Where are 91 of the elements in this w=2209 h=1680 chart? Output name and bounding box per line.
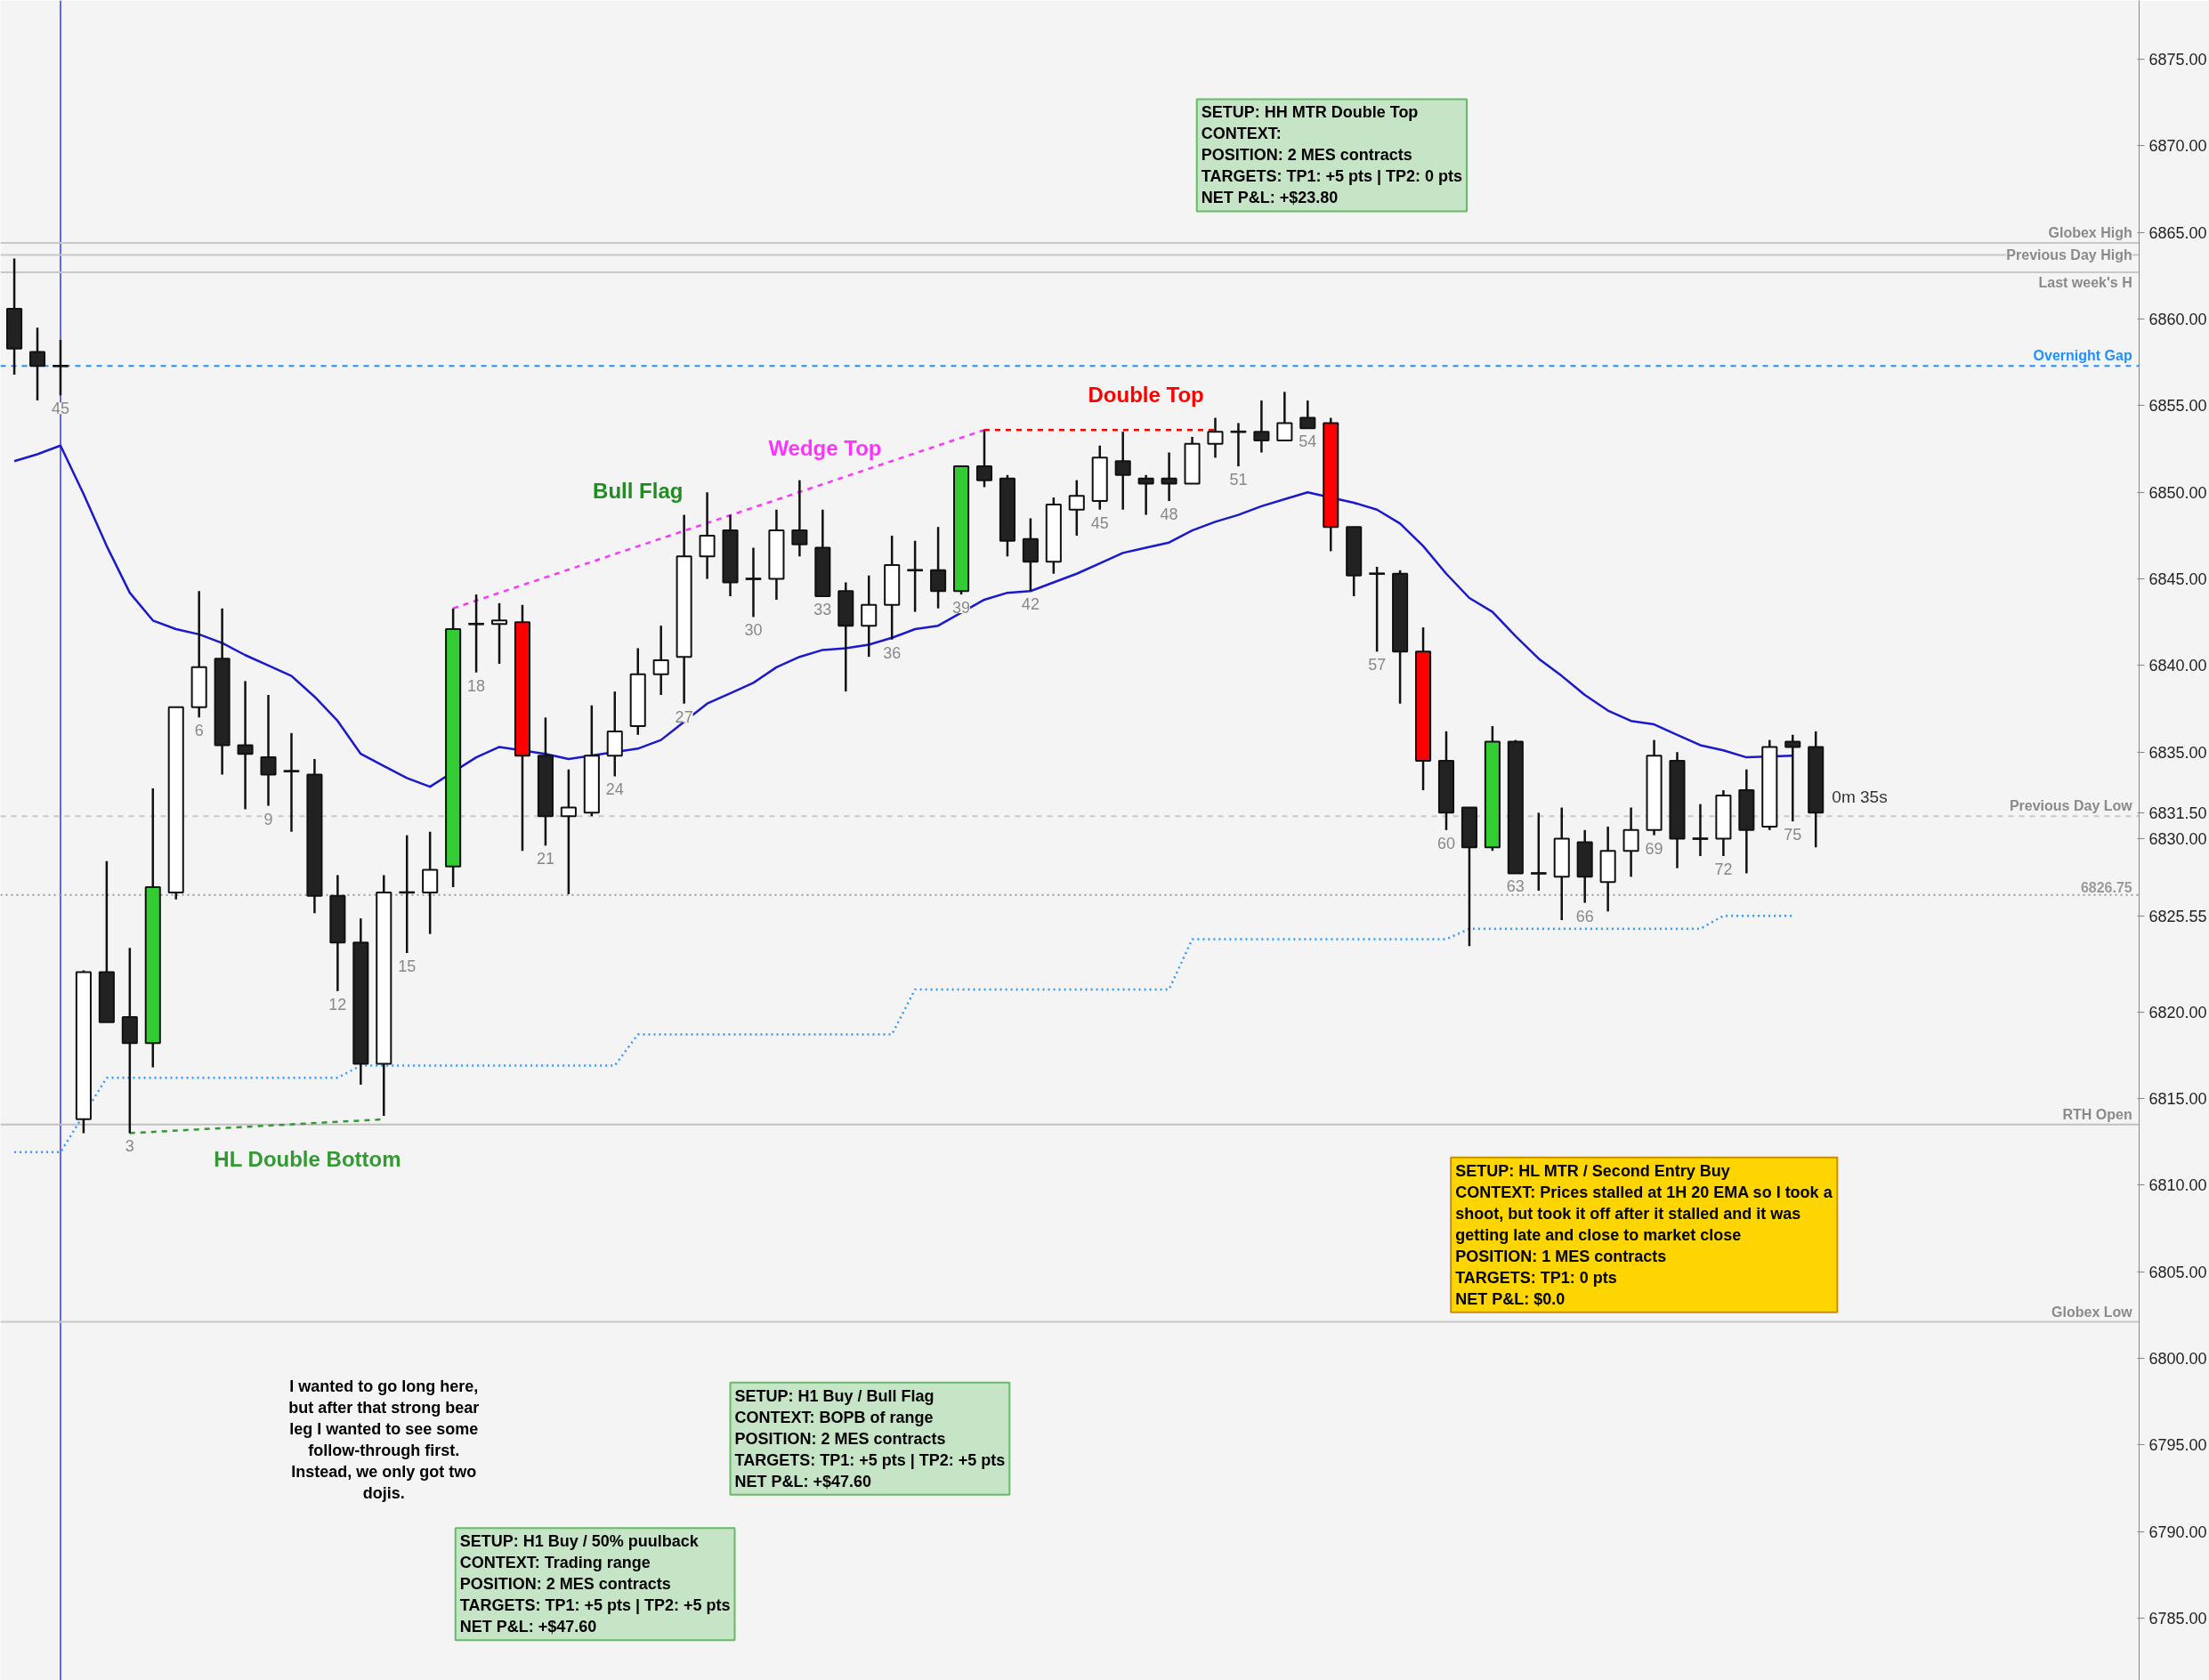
x-tick-label: 39 xyxy=(952,599,971,618)
y-tick-label: 6790.00 xyxy=(2148,1522,2207,1541)
candlestick xyxy=(282,731,301,834)
candlestick xyxy=(744,546,763,618)
x-tick-label: 15 xyxy=(398,957,417,976)
candlestick xyxy=(861,574,878,658)
annotation: SETUP: HL MTR / Second Entry Buy CONTEXT: Prices stalled at 1H 20 EMA so I took a shoot, but took it off after it stalled and it was getting late and close to market close POSITION: 1 MES contracts TARGETS: TP1: 0 pts NET P&L: $0.0 xyxy=(1455,1161,1833,1308)
candlestick xyxy=(1207,416,1224,459)
x-tick-label: 30 xyxy=(744,621,763,640)
candlestick xyxy=(1299,399,1316,430)
ref-line-label: Last week's H xyxy=(2038,275,2132,291)
candlestick xyxy=(1529,812,1548,892)
y-tick-label: 6870.00 xyxy=(2148,137,2207,156)
x-tick-label: 27 xyxy=(675,707,693,726)
x-tick-label: 54 xyxy=(1299,432,1317,451)
candlestick xyxy=(237,680,254,811)
y-tick-label: 6875.00 xyxy=(2148,51,2207,69)
x-tick-label: 42 xyxy=(1021,595,1040,614)
candlestick xyxy=(490,602,508,666)
candlestick xyxy=(652,624,669,697)
candlestick xyxy=(398,834,417,955)
y-tick-label: 6785.00 xyxy=(2148,1609,2207,1628)
y-tick-label: 6831.50 xyxy=(2148,804,2207,822)
ref-line-label: Globex Low xyxy=(2051,1304,2133,1320)
x-tick-label: 12 xyxy=(328,995,347,1014)
text: 0m 35s xyxy=(1832,788,1888,807)
y-tick-label: 6860.00 xyxy=(2148,311,2207,329)
candlestick xyxy=(1137,473,1154,516)
x-tick-label: 51 xyxy=(1229,471,1248,489)
x-tick-label: 18 xyxy=(467,676,486,695)
ref-line-label: RTH Open xyxy=(2062,1106,2132,1122)
candlestick xyxy=(1161,451,1177,503)
x-tick-label: 60 xyxy=(1436,834,1456,852)
x-tick-label: 63 xyxy=(1506,877,1525,896)
y-tick-label: 6830.00 xyxy=(2148,830,2207,849)
ref-line-label: Overnight Gap xyxy=(2033,348,2132,364)
x-tick-label: 9 xyxy=(263,810,273,828)
annotation: I wanted to go long here, but after that strong bear leg I wanted to see some follow-through first. Instead, we only got two dojis. xyxy=(288,1377,480,1502)
x-tick-label: 36 xyxy=(883,643,902,662)
candlestick xyxy=(1229,422,1248,468)
y-tick-label: 6815.00 xyxy=(2148,1090,2207,1109)
candlestick xyxy=(560,768,577,896)
series-label: Double Top xyxy=(1088,383,1204,408)
y-tick-label: 6845.00 xyxy=(2148,570,2207,589)
candlestick xyxy=(1253,399,1270,454)
y-tick-label: 6800.00 xyxy=(2148,1349,2207,1368)
x-tick-label: 75 xyxy=(1784,826,1802,844)
x-tick-label: 48 xyxy=(1160,505,1178,524)
x-tick-label: 66 xyxy=(1575,907,1594,925)
x-tick-label: 3 xyxy=(125,1137,134,1156)
annotation: SETUP: HH MTR Double Top CONTEXT: POSITION: 2 MES contracts TARGETS: TP1: +5 pts | TP2: 0 pts NET P&L: +$23.80 xyxy=(1201,103,1462,207)
candlestick xyxy=(930,525,947,610)
y-tick-label: 6855.00 xyxy=(2148,397,2207,416)
x-tick-label: 57 xyxy=(1368,656,1387,674)
ref-line-label: Previous Day High xyxy=(2006,247,2132,263)
y-tick-label: 6795.00 xyxy=(2148,1436,2207,1455)
y-tick-label: 6865.00 xyxy=(2148,223,2207,242)
series-label: Wedge Top xyxy=(768,436,882,461)
candlestick xyxy=(1068,479,1085,537)
y-tick-label: 6805.00 xyxy=(2148,1263,2207,1281)
candlestick xyxy=(1784,733,1801,823)
y-tick-label: 6810.00 xyxy=(2148,1176,2207,1195)
x-tick-label: 45 xyxy=(1090,513,1109,532)
ref-line-label: Previous Day Low xyxy=(2009,798,2133,814)
annotation: SETUP: H1 Buy / Bull Flag CONTEXT: BOPB of range POSITION: 2 MES contracts TARGETS: TP1: +5 pts | TP2: +5 pts NET P&L: +$47.60 xyxy=(734,1386,1006,1490)
candlestick xyxy=(28,327,46,402)
candlestick xyxy=(791,479,808,558)
ref-line-label: Globex High xyxy=(2048,224,2132,240)
candlestick xyxy=(1276,391,1293,442)
annotation: SETUP: H1 Buy / 50% puulback CONTEXT: Trading range POSITION: 2 MES contracts TARGETS: TP1: +5 pts | TP2: +5 pts NET P&L: +$47.60 xyxy=(459,1532,731,1636)
y-tick-label: 6840.00 xyxy=(2148,657,2207,675)
y-tick-label: 6825.55 xyxy=(2148,907,2207,925)
x-tick-label: 72 xyxy=(1714,860,1733,879)
candlestick xyxy=(1691,803,1710,858)
candlestick xyxy=(1622,806,1639,878)
y-tick-label: 6820.00 xyxy=(2148,1003,2207,1022)
annotation: Bull Flag xyxy=(593,478,684,503)
x-tick-label: 33 xyxy=(813,601,832,619)
candlestick xyxy=(699,491,716,580)
candlestick xyxy=(975,428,993,489)
x-tick-label: 45 xyxy=(51,400,69,418)
candlestick xyxy=(260,693,277,807)
series-label: HL Double Bottom xyxy=(214,1146,401,1171)
y-tick-label: 6850.00 xyxy=(2148,483,2207,502)
ref-line-label: 6826.75 xyxy=(2080,879,2132,895)
x-tick-label: 24 xyxy=(605,780,624,799)
x-tick-label: 21 xyxy=(536,850,554,868)
y-tick-label: 6835.00 xyxy=(2148,743,2207,762)
x-tick-label: 6 xyxy=(194,722,204,740)
x-tick-label: 69 xyxy=(1645,839,1663,858)
candlestick xyxy=(1114,430,1131,511)
